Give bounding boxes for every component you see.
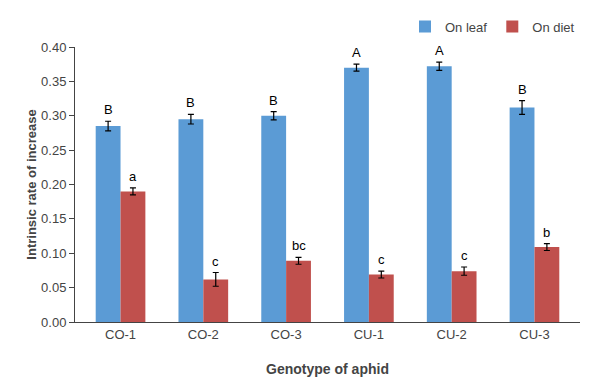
svg-text:CO-1: CO-1 bbox=[105, 327, 136, 342]
svg-text:CU-2: CU-2 bbox=[437, 327, 467, 342]
svg-text:bc: bc bbox=[292, 238, 306, 253]
svg-text:CU-1: CU-1 bbox=[354, 327, 384, 342]
svg-text:0.05: 0.05 bbox=[41, 280, 66, 295]
svg-text:0.30: 0.30 bbox=[41, 108, 66, 123]
svg-text:0.00: 0.00 bbox=[41, 315, 66, 330]
svg-text:c: c bbox=[461, 248, 468, 263]
svg-text:a: a bbox=[129, 169, 137, 184]
svg-text:CO-2: CO-2 bbox=[188, 327, 219, 342]
svg-text:B: B bbox=[269, 93, 278, 108]
svg-text:On diet: On diet bbox=[532, 20, 574, 35]
svg-text:Genotype of aphid: Genotype of aphid bbox=[266, 361, 389, 377]
svg-text:0.35: 0.35 bbox=[41, 74, 66, 89]
svg-text:0.25: 0.25 bbox=[41, 143, 66, 158]
svg-text:B: B bbox=[104, 102, 113, 117]
svg-text:c: c bbox=[378, 252, 385, 267]
svg-text:c: c bbox=[212, 254, 219, 269]
svg-text:A: A bbox=[352, 45, 361, 60]
svg-text:On leaf: On leaf bbox=[445, 20, 487, 35]
svg-text:0.15: 0.15 bbox=[41, 211, 66, 226]
svg-text:b: b bbox=[543, 225, 550, 240]
svg-text:CU-3: CU-3 bbox=[519, 327, 549, 342]
svg-text:0.10: 0.10 bbox=[41, 246, 66, 261]
svg-text:B: B bbox=[186, 95, 195, 110]
svg-text:CO-3: CO-3 bbox=[271, 327, 302, 342]
svg-text:0.40: 0.40 bbox=[41, 40, 66, 55]
svg-text:B: B bbox=[518, 82, 527, 97]
svg-text:A: A bbox=[435, 43, 444, 58]
svg-text:Intrinsic rate of increase: Intrinsic rate of increase bbox=[24, 109, 39, 259]
svg-text:0.20: 0.20 bbox=[41, 177, 66, 192]
